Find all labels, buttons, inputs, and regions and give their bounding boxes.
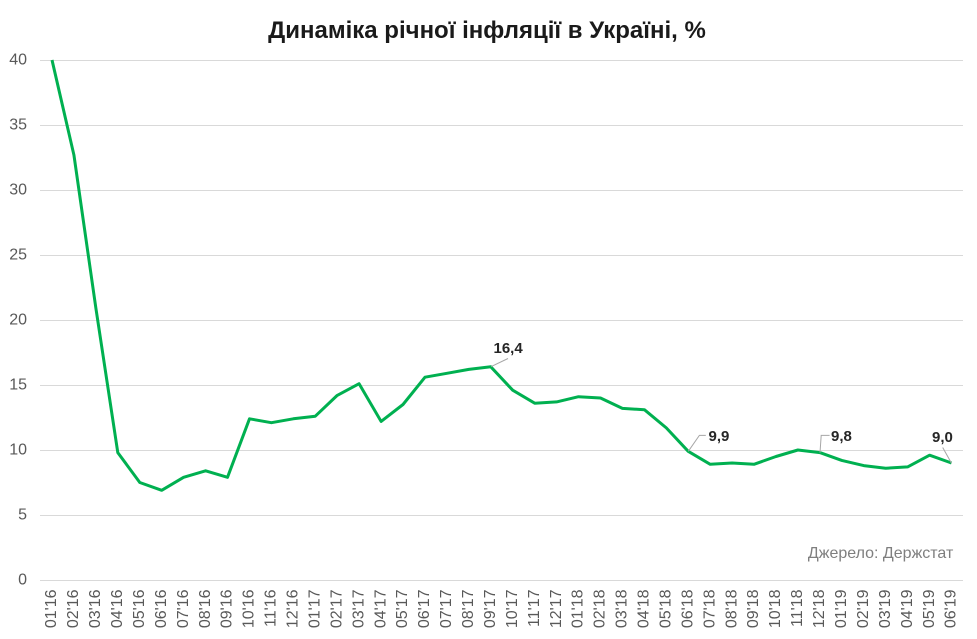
svg-text:05'18: 05'18 bbox=[658, 589, 675, 628]
svg-text:15: 15 bbox=[9, 377, 27, 394]
svg-text:11'16: 11'16 bbox=[263, 589, 280, 627]
svg-text:01'19: 01'19 bbox=[833, 589, 850, 628]
svg-text:25: 25 bbox=[9, 247, 27, 264]
svg-text:05'17: 05'17 bbox=[394, 589, 411, 628]
svg-text:04'17: 04'17 bbox=[372, 589, 389, 628]
svg-text:06'16: 06'16 bbox=[153, 589, 170, 628]
svg-text:04'19: 04'19 bbox=[899, 589, 916, 628]
svg-text:12'16: 12'16 bbox=[285, 589, 302, 628]
svg-text:06'19: 06'19 bbox=[943, 589, 960, 628]
svg-text:02'16: 02'16 bbox=[65, 589, 82, 628]
svg-text:04'18: 04'18 bbox=[636, 589, 653, 628]
svg-text:10: 10 bbox=[9, 442, 27, 459]
svg-text:09'16: 09'16 bbox=[219, 589, 236, 628]
svg-text:02'18: 02'18 bbox=[592, 589, 609, 628]
svg-text:9,9: 9,9 bbox=[709, 428, 730, 445]
svg-text:03'19: 03'19 bbox=[877, 589, 894, 628]
svg-text:08'18: 08'18 bbox=[723, 589, 740, 628]
svg-text:09'18: 09'18 bbox=[745, 589, 762, 628]
svg-text:01'16: 01'16 bbox=[43, 589, 60, 628]
svg-text:20: 20 bbox=[9, 312, 27, 329]
svg-text:08'16: 08'16 bbox=[197, 589, 214, 628]
svg-text:07'16: 07'16 bbox=[175, 589, 192, 628]
svg-text:12'18: 12'18 bbox=[811, 589, 828, 628]
svg-text:04'16: 04'16 bbox=[109, 589, 126, 628]
svg-text:09'17: 09'17 bbox=[482, 589, 499, 628]
svg-text:10'17: 10'17 bbox=[504, 589, 521, 628]
svg-text:10'18: 10'18 bbox=[767, 589, 784, 628]
svg-text:06'18: 06'18 bbox=[679, 589, 696, 628]
svg-text:06'17: 06'17 bbox=[416, 589, 433, 628]
svg-text:03'18: 03'18 bbox=[614, 589, 631, 628]
svg-text:08'17: 08'17 bbox=[460, 589, 477, 628]
svg-text:0: 0 bbox=[18, 572, 27, 589]
svg-text:16,4: 16,4 bbox=[494, 340, 524, 357]
svg-text:9,0: 9,0 bbox=[932, 429, 953, 446]
svg-text:07'17: 07'17 bbox=[438, 589, 455, 628]
svg-text:02'17: 02'17 bbox=[328, 589, 345, 628]
svg-text:40: 40 bbox=[9, 52, 27, 69]
svg-text:07'18: 07'18 bbox=[701, 589, 718, 628]
svg-text:9,8: 9,8 bbox=[831, 428, 852, 445]
svg-text:03'17: 03'17 bbox=[350, 589, 367, 628]
svg-text:12'17: 12'17 bbox=[548, 589, 565, 628]
svg-text:11'18: 11'18 bbox=[789, 589, 806, 627]
svg-text:05'16: 05'16 bbox=[131, 589, 148, 628]
svg-text:11'17: 11'17 bbox=[526, 589, 543, 627]
svg-text:01'18: 01'18 bbox=[570, 589, 587, 628]
svg-text:30: 30 bbox=[9, 182, 27, 199]
svg-text:Динаміка річної інфляції в Укр: Динаміка річної інфляції в Україні, % bbox=[268, 17, 706, 44]
svg-text:5: 5 bbox=[18, 507, 27, 524]
svg-text:Джерело: Держстат: Джерело: Держстат bbox=[808, 545, 954, 562]
svg-text:10'16: 10'16 bbox=[241, 589, 258, 628]
svg-text:35: 35 bbox=[9, 117, 27, 134]
svg-text:05'19: 05'19 bbox=[921, 589, 938, 628]
svg-text:03'16: 03'16 bbox=[87, 589, 104, 628]
svg-text:01'17: 01'17 bbox=[307, 589, 324, 628]
svg-text:02'19: 02'19 bbox=[855, 589, 872, 628]
